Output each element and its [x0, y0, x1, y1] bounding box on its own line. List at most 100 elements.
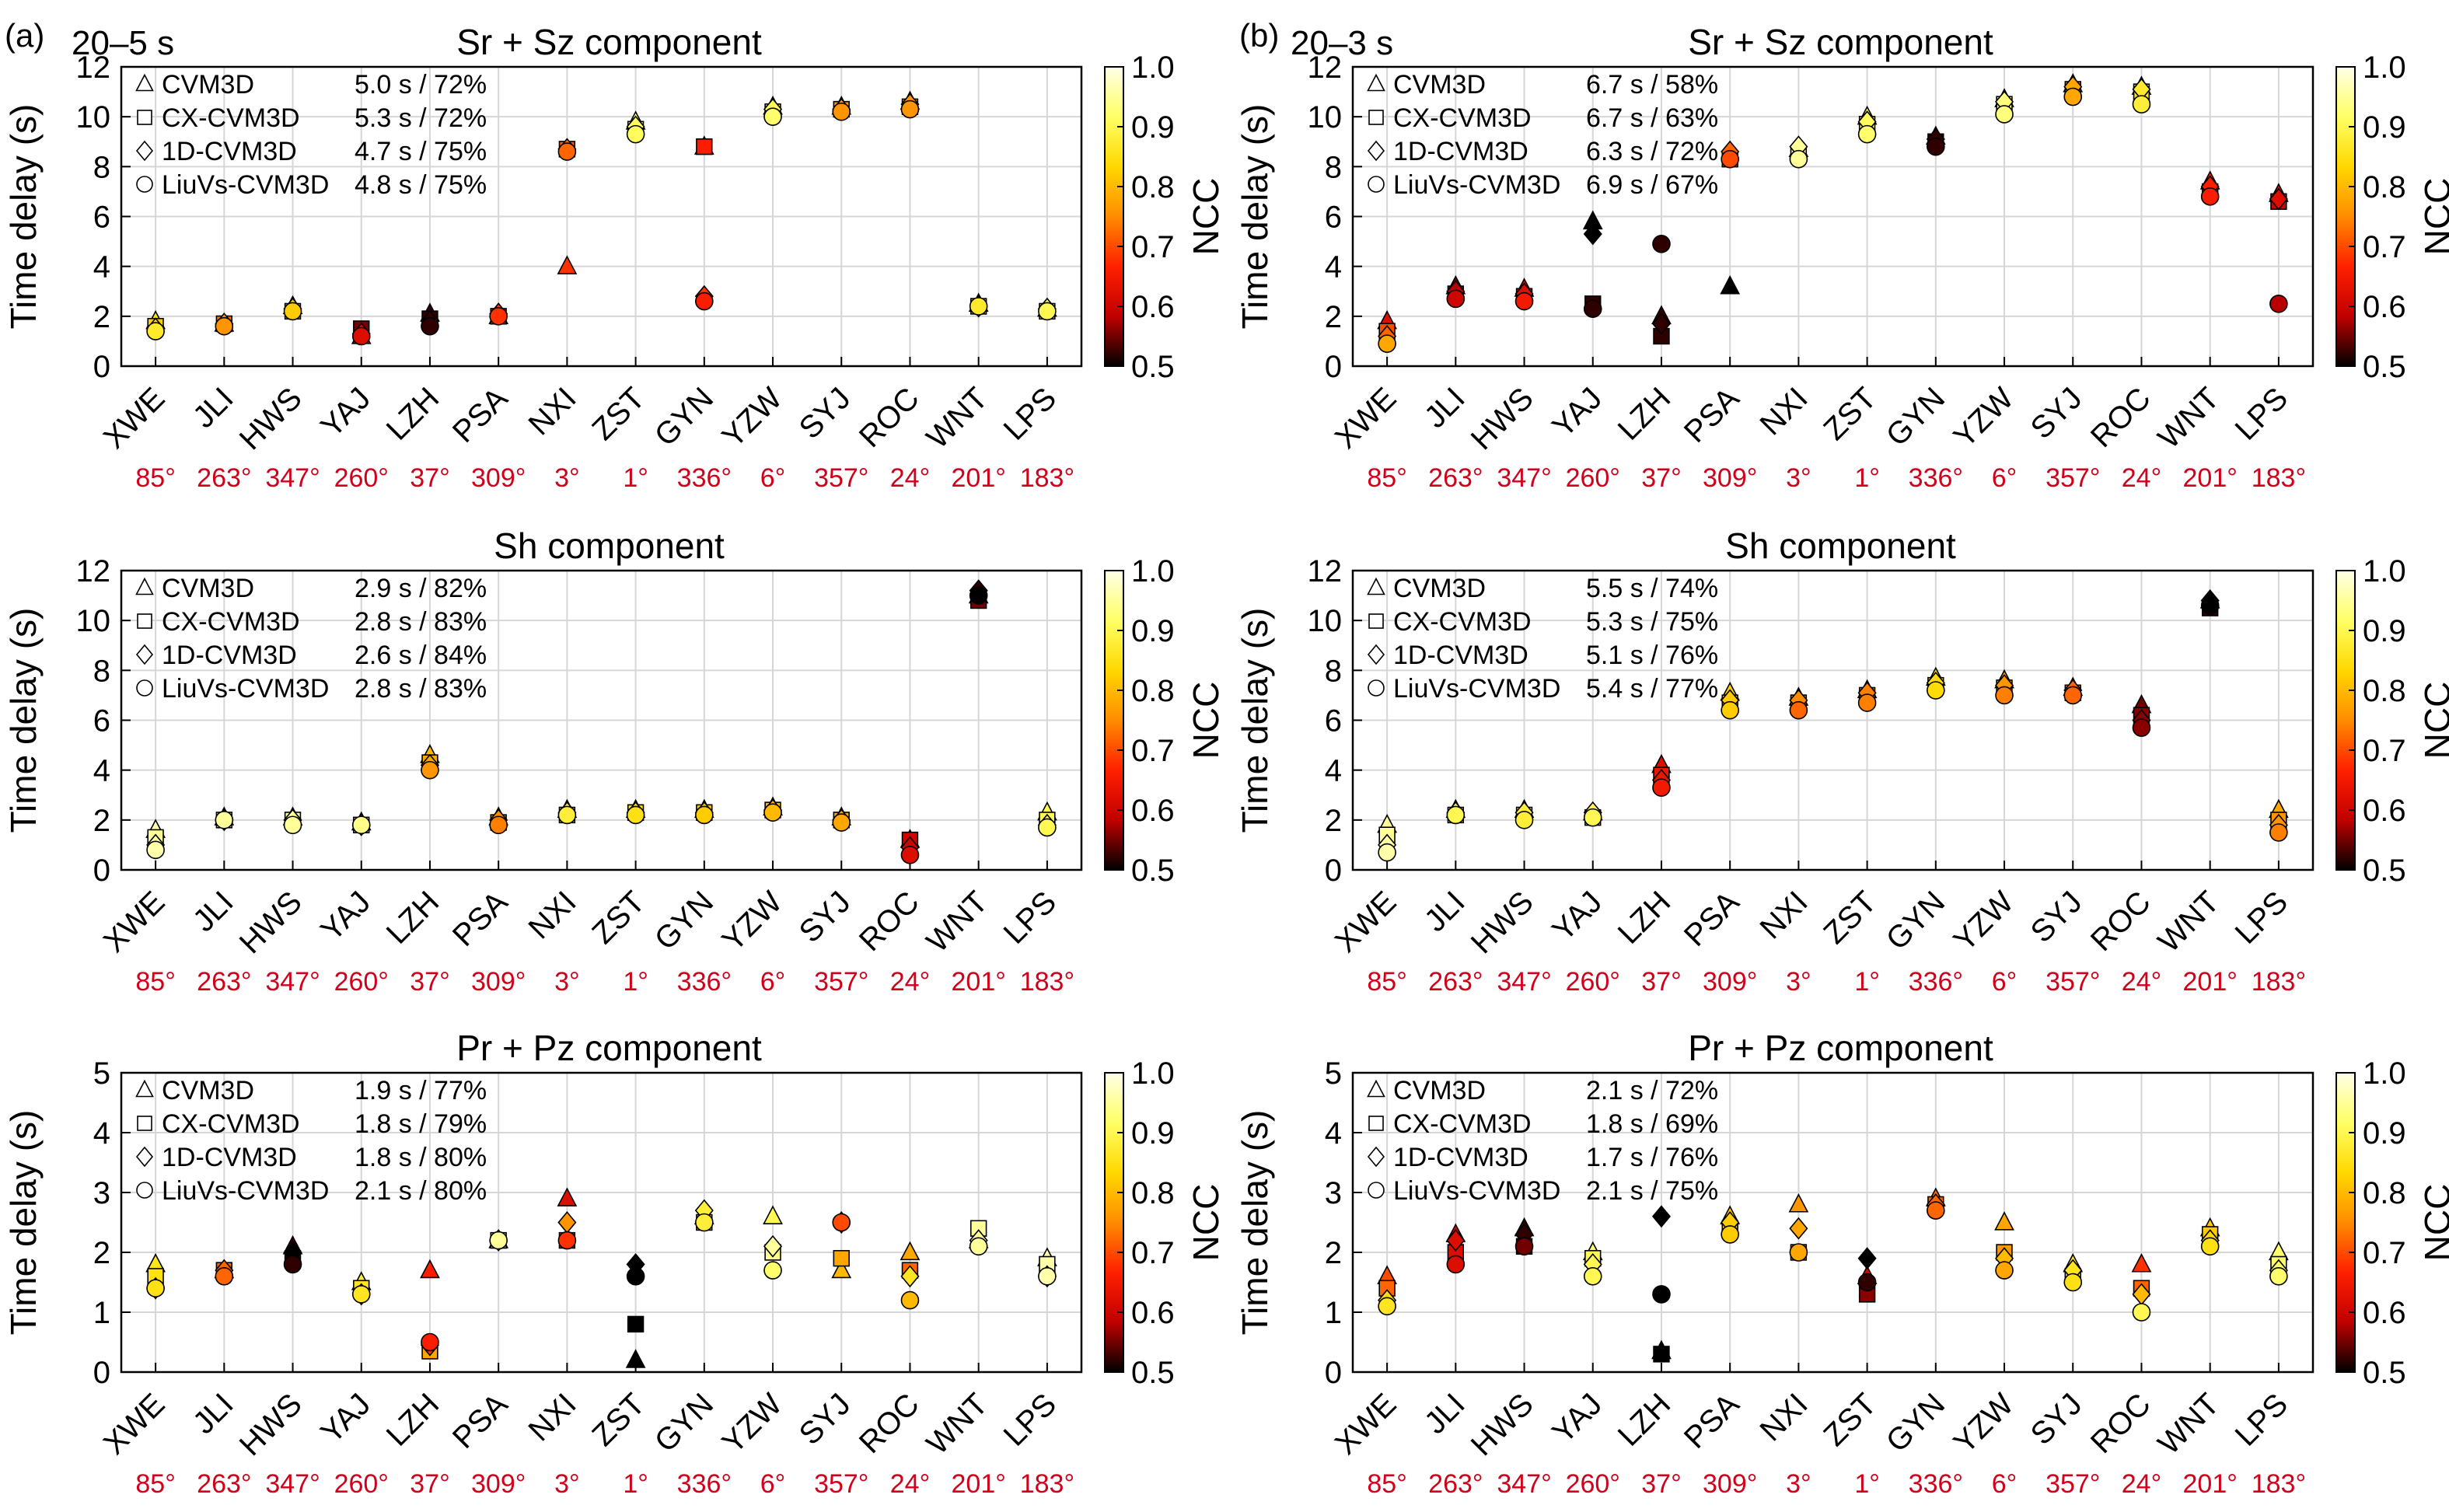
xtick-label-roc: ROC — [853, 1387, 926, 1460]
data-point — [1038, 818, 1057, 837]
data-point — [146, 1279, 165, 1297]
legend-marker-square — [137, 1116, 152, 1131]
azimuth-label: 201° — [2183, 463, 2238, 493]
data-point — [695, 1213, 714, 1232]
azimuth-label: 24° — [2122, 1469, 2161, 1499]
azimuth-label: 1° — [623, 463, 648, 493]
xtick-label-jli: JLI — [1418, 1387, 1472, 1440]
xtick-label-nxi: NXI — [1753, 1387, 1814, 1447]
legend-marker-diamond — [1367, 1146, 1385, 1168]
azimuth-label: 24° — [2122, 967, 2161, 997]
azimuth-label: 37° — [1641, 463, 1681, 493]
xtick-label-zst: ZST — [585, 885, 652, 951]
data-point — [489, 307, 508, 326]
legend-marker-triangle — [1367, 73, 1385, 92]
legend-marker-circle — [1368, 1182, 1385, 1199]
data-point — [1927, 137, 1945, 156]
azimuth-label: 357° — [814, 1469, 868, 1499]
ytick-label: 6 — [93, 201, 110, 235]
azimuth-label: 260° — [334, 463, 389, 493]
azimuth-label: 357° — [814, 463, 868, 493]
ytick-label: 10 — [1308, 100, 1343, 134]
ytick-label: 12 — [1308, 51, 1343, 85]
data-point — [1652, 234, 1671, 253]
azimuth-label: 201° — [2183, 967, 2238, 997]
legend-entry: CVM3D — [162, 574, 254, 603]
data-point — [2132, 95, 2151, 113]
xtick-label-yzw: YZW — [1947, 381, 2020, 454]
data-point — [831, 1259, 852, 1279]
colorbar-tick-label: 0.7 — [1131, 734, 1175, 768]
stats-text: 1.8 s / 80% — [355, 1143, 487, 1172]
xtick-label-yzw: YZW — [715, 1387, 788, 1460]
legend-entry: 1D-CVM3D — [162, 1143, 297, 1172]
data-point — [1857, 124, 1877, 144]
data-point — [900, 845, 920, 864]
colorbar — [2335, 1072, 2356, 1373]
stats-text: 6.3 s / 72% — [1586, 137, 1718, 166]
data-point — [489, 815, 508, 835]
legend-marker-circle — [136, 176, 153, 193]
xtick-label-nxi: NXI — [522, 885, 582, 945]
data-point — [1583, 808, 1602, 827]
ytick-label: 4 — [1325, 1116, 1342, 1151]
ytick-label: 2 — [1325, 804, 1342, 838]
azimuth-label: 263° — [197, 463, 251, 493]
xtick-label-yaj: YAJ — [314, 885, 377, 948]
xtick-label-syj: SYJ — [793, 1387, 858, 1451]
data-point — [1789, 1243, 1808, 1262]
ytick-label: 2 — [1325, 1236, 1342, 1270]
data-point — [557, 255, 578, 274]
component-title: Pr + Pz component — [456, 1028, 762, 1068]
azimuth-label: 6° — [1992, 463, 2018, 493]
xtick-label-syj: SYJ — [793, 381, 858, 445]
xtick-label-xwe: XWE — [1329, 885, 1403, 959]
colorbar-tick-label: 0.9 — [2363, 614, 2406, 648]
stats-text: 2.1 s / 72% — [1586, 1076, 1718, 1105]
xtick-label-hws: HWS — [1465, 885, 1540, 960]
colorbar-tick-label: 0.8 — [2363, 674, 2406, 708]
data-point — [1446, 1229, 1466, 1252]
colorbar-label: NCC — [2417, 178, 2449, 256]
data-point — [1583, 1267, 1602, 1286]
data-point — [2269, 294, 2288, 313]
colorbar-tick-label: 0.7 — [1131, 230, 1175, 264]
xtick-label-roc: ROC — [2084, 1387, 2157, 1460]
stats-text: 1.9 s / 77% — [355, 1076, 487, 1105]
data-point — [2269, 1267, 2288, 1286]
legend-marker-circle — [136, 679, 153, 697]
xtick-label-wnt: WNT — [921, 1387, 995, 1461]
stats-text: 5.3 s / 72% — [355, 103, 487, 133]
y-axis-label: Time delay (s) — [3, 1110, 44, 1336]
component-title: Sr + Sz component — [1688, 22, 1993, 62]
azimuth-label: 357° — [2045, 967, 2100, 997]
azimuth-label: 183° — [1020, 1469, 1074, 1499]
legend-entry: LiuVs-CVM3D — [1393, 1176, 1560, 1206]
xtick-label-gyn: GYN — [648, 1387, 720, 1458]
xtick-label-zst: ZST — [1817, 1387, 1883, 1453]
data-point — [969, 297, 988, 316]
colorbar-tick-label: 1.0 — [1131, 554, 1175, 588]
colorbar-label: NCC — [2417, 682, 2449, 759]
colorbar-tick-label: 0.6 — [2363, 290, 2406, 324]
component-title: Sh component — [494, 526, 725, 566]
azimuth-label: 1° — [1854, 967, 1880, 997]
legend-entry: 1D-CVM3D — [1393, 641, 1528, 670]
data-point — [557, 1187, 578, 1206]
legend-marker-square — [1368, 613, 1384, 629]
azimuth-label: 309° — [471, 1469, 526, 1499]
xtick-label-wnt: WNT — [2152, 885, 2227, 959]
azimuth-label: 24° — [890, 967, 930, 997]
ytick-label: 1 — [93, 1296, 110, 1330]
azimuth-label: 85° — [135, 967, 175, 997]
colorbar-tick-label: 0.5 — [1131, 1356, 1175, 1390]
azimuth-label: 260° — [334, 967, 389, 997]
xtick-label-lps: LPS — [997, 381, 1064, 447]
data-point — [1378, 334, 1396, 353]
y-axis-label: Time delay (s) — [1235, 1110, 1275, 1336]
xtick-label-lzh: LZH — [380, 885, 446, 951]
colorbar-tick-label: 0.8 — [1131, 1176, 1175, 1210]
azimuth-label: 3° — [1786, 463, 1811, 493]
ytick-label: 10 — [1308, 604, 1343, 638]
xtick-label-xwe: XWE — [1329, 1387, 1403, 1461]
